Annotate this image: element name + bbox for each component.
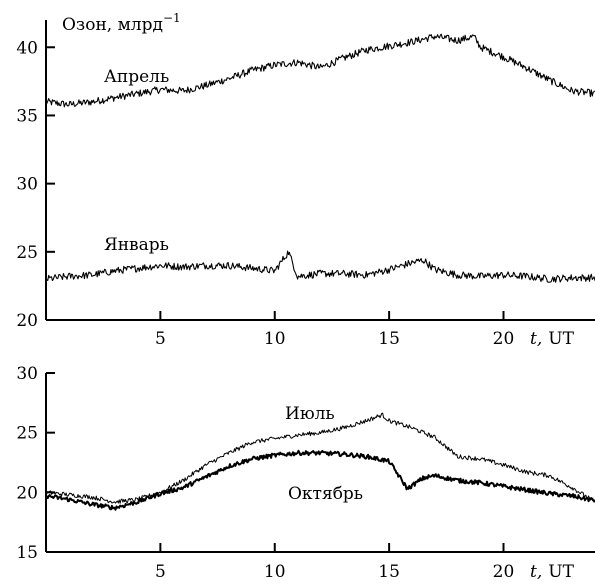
y-axis-label: Озон, млрд−1 [62, 11, 181, 35]
x-tick-label: 15 [378, 562, 400, 582]
x-tick-label: 5 [155, 329, 166, 349]
y-tick-label: 30 [16, 175, 38, 195]
series-label: Апрель [104, 67, 169, 87]
x-axis-unit: UT [548, 329, 574, 349]
upper-chart: 20 25 30 35 40 5 10 15 20 t, UT Озон, млрд−1 Апрель Я… [16, 11, 595, 349]
x-axis-label: t, UT [530, 562, 575, 582]
series-label: Октябрь [288, 484, 363, 504]
x-axis-variable: t, [530, 329, 542, 349]
y-tick-label: 35 [16, 106, 38, 126]
x-axis-unit: UT [548, 562, 574, 582]
y-tick-label: 20 [16, 311, 38, 331]
x-tick-label: 20 [493, 329, 515, 349]
y-tick-label: 25 [16, 424, 38, 444]
x-tick-label: 10 [264, 562, 286, 582]
series-line-2 [46, 251, 595, 282]
x-axis-variable: t, [530, 562, 542, 582]
y-tick-label: 20 [16, 483, 38, 503]
y-axis-label-text: Озон, млрд [62, 15, 163, 35]
x-tick-label: 15 [378, 329, 400, 349]
x-tick-label: 5 [155, 562, 166, 582]
y-axis-label-superscript: −1 [163, 11, 181, 25]
lower-chart: 15 20 25 30 5 10 15 20 t, UT Июль Октябрь [16, 364, 595, 582]
x-axis-label: t, UT [530, 329, 575, 349]
series-label: Январь [104, 235, 169, 255]
y-tick-label: 25 [16, 243, 38, 263]
y-tick-label: 15 [16, 543, 38, 563]
y-tick-label: 30 [16, 364, 38, 384]
x-tick-label: 20 [493, 562, 515, 582]
y-tick-label: 40 [16, 38, 38, 58]
series-label: Июль [285, 404, 335, 424]
x-tick-label: 10 [264, 329, 286, 349]
